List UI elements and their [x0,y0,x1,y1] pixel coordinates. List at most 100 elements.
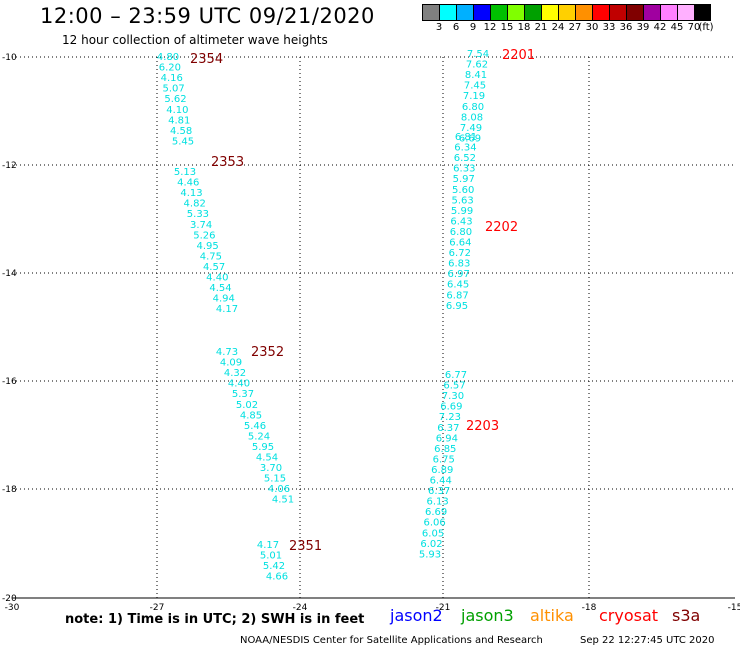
legend-label: 15 [500,22,514,33]
footer-credit: NOAA/NESDIS Center for Satellite Applica… [240,635,543,646]
wave-height-value: 5.02 [236,400,258,411]
wave-height-value: 5.42 [263,561,285,572]
lat-tick-label: -10 [2,53,17,63]
wave-height-value: 7.45 [464,81,486,92]
wave-height-value: 4.09 [220,358,242,369]
wave-height-value: 7.23 [439,412,461,423]
legend-swatch [626,4,643,21]
wave-height-value: 6.80 [450,227,472,238]
wave-height-value: 4.17 [257,540,279,551]
legend-label: 70 [687,22,701,33]
wave-height-value: 4.06 [268,484,290,495]
wave-height-value: 5.26 [193,230,215,241]
color-legend [422,4,711,21]
pass-label: 2353 [211,155,244,170]
wave-height-value: 6.06 [423,518,445,529]
wave-height-value: 4.85 [240,410,262,421]
wave-height-value: 6.72 [449,248,471,259]
pass-label: 2354 [190,52,223,67]
wave-height-value: 5.45 [172,136,194,147]
wave-height-value: 5.97 [453,174,475,185]
legend-label: 24 [551,22,565,33]
legend-label: 6 [452,22,460,33]
wave-height-value: 4.51 [272,495,294,506]
lat-tick-label: -18 [2,485,17,495]
wave-height-value: 6.97 [448,269,470,280]
wave-height-value: 5.13 [174,167,196,178]
satellite-s3a: s3a [672,606,701,625]
wave-height-value: 8.08 [461,112,483,123]
pass-label: 2202 [485,220,518,235]
wave-height-value: 6.05 [422,528,444,539]
legend-label: 27 [568,22,582,33]
wave-height-value: 3.74 [190,220,212,231]
wave-height-value: 6.89 [431,465,453,476]
wave-height-value: 7.62 [466,60,488,71]
lon-tick-label: -24 [293,603,308,613]
wave-height-value: 6.81 [455,132,477,143]
wave-height-value: 4.82 [184,199,206,210]
wave-height-value: 4.57 [203,262,225,273]
color-legend-labels: 3 6 9 12 15 18 21 24 27 30 33 36 39 42 45 70 (ft) [422,22,740,34]
wave-height-value: 6.77 [445,370,467,381]
legend-label: 36 [619,22,633,33]
lat-tick-label: -20 [2,594,17,604]
wave-height-value: 5.60 [452,185,474,196]
wave-height-value: 5.07 [162,84,184,95]
wave-height-value: 4.16 [161,73,183,84]
legend-swatch [558,4,575,21]
wave-height-value: 6.13 [427,497,449,508]
wave-height-value: 5.24 [248,431,270,442]
wave-height-value: 5.33 [187,209,209,220]
footer-timestamp: Sep 22 12:27:45 UTC 2020 [580,635,715,646]
map-subtitle: 12 hour collection of altimeter wave hei… [62,33,328,47]
wave-height-value: 4.40 [228,379,250,390]
wave-height-value: 6.37 [428,486,450,497]
wave-height-value: 6.33 [453,164,475,175]
wave-height-value: 6.02 [420,539,442,550]
pass-label: 2203 [466,419,499,434]
wave-height-value: 6.69 [459,133,481,144]
wave-height-value: 6.45 [447,280,469,291]
satellite-cryosat: cryosat [599,606,659,625]
map-title: 12:00 – 23:59 UTC 09/21/2020 [40,4,375,28]
wave-height-value: 6.87 [446,290,468,301]
legend-swatch [575,4,592,21]
wave-height-value: 4.58 [170,126,192,137]
axis-labels: -10 -12 -14 -16 -18 -20-30 -27 -24 -21 -18 -15 [2,53,740,613]
lon-tick-label: -21 [436,603,451,613]
pass-label: 2201 [502,48,535,63]
wave-height-value: 5.46 [244,421,266,432]
grid [12,56,735,599]
wave-height-value: 7.54 [467,49,489,60]
wave-height-value: 3.70 [260,463,282,474]
wave-height-value: 6.69 [440,402,462,413]
satellite-jason2: jason2 [390,606,443,625]
lon-tick-label: -18 [582,603,597,613]
wave-height-value: 4.81 [168,115,190,126]
legend-swatch [541,4,558,21]
wave-height-value: 6.44 [430,476,452,487]
legend-swatch [660,4,677,21]
wave-height-value: 6.64 [449,238,471,249]
legend-label: 12 [483,22,497,33]
wave-height-value: 6.43 [450,216,472,227]
wave-height-value: 4.80 [157,52,179,63]
legend-label: 39 [636,22,650,33]
wave-height-value: 6.85 [434,444,456,455]
wave-height-value: 6.95 [446,301,468,312]
wave-height-value: 6.80 [462,102,484,113]
wave-height-value: 7.19 [463,91,485,102]
wave-height-value: 7.30 [442,391,464,402]
wave-height-value: 5.63 [451,195,473,206]
wave-height-value: 4.54 [209,283,231,294]
legend-label: 42 [653,22,667,33]
wave-height-value: 5.99 [451,206,473,217]
legend-swatch [609,4,626,21]
legend-swatch [643,4,660,21]
legend-swatch [524,4,541,21]
wave-height-value: 4.13 [180,188,202,199]
wave-height-value: 5.37 [232,389,254,400]
altimeter-tracks: 4.806.204.165.075.624.104.814.585.45 2354… [157,48,535,583]
lon-tick-label: -27 [150,603,165,613]
